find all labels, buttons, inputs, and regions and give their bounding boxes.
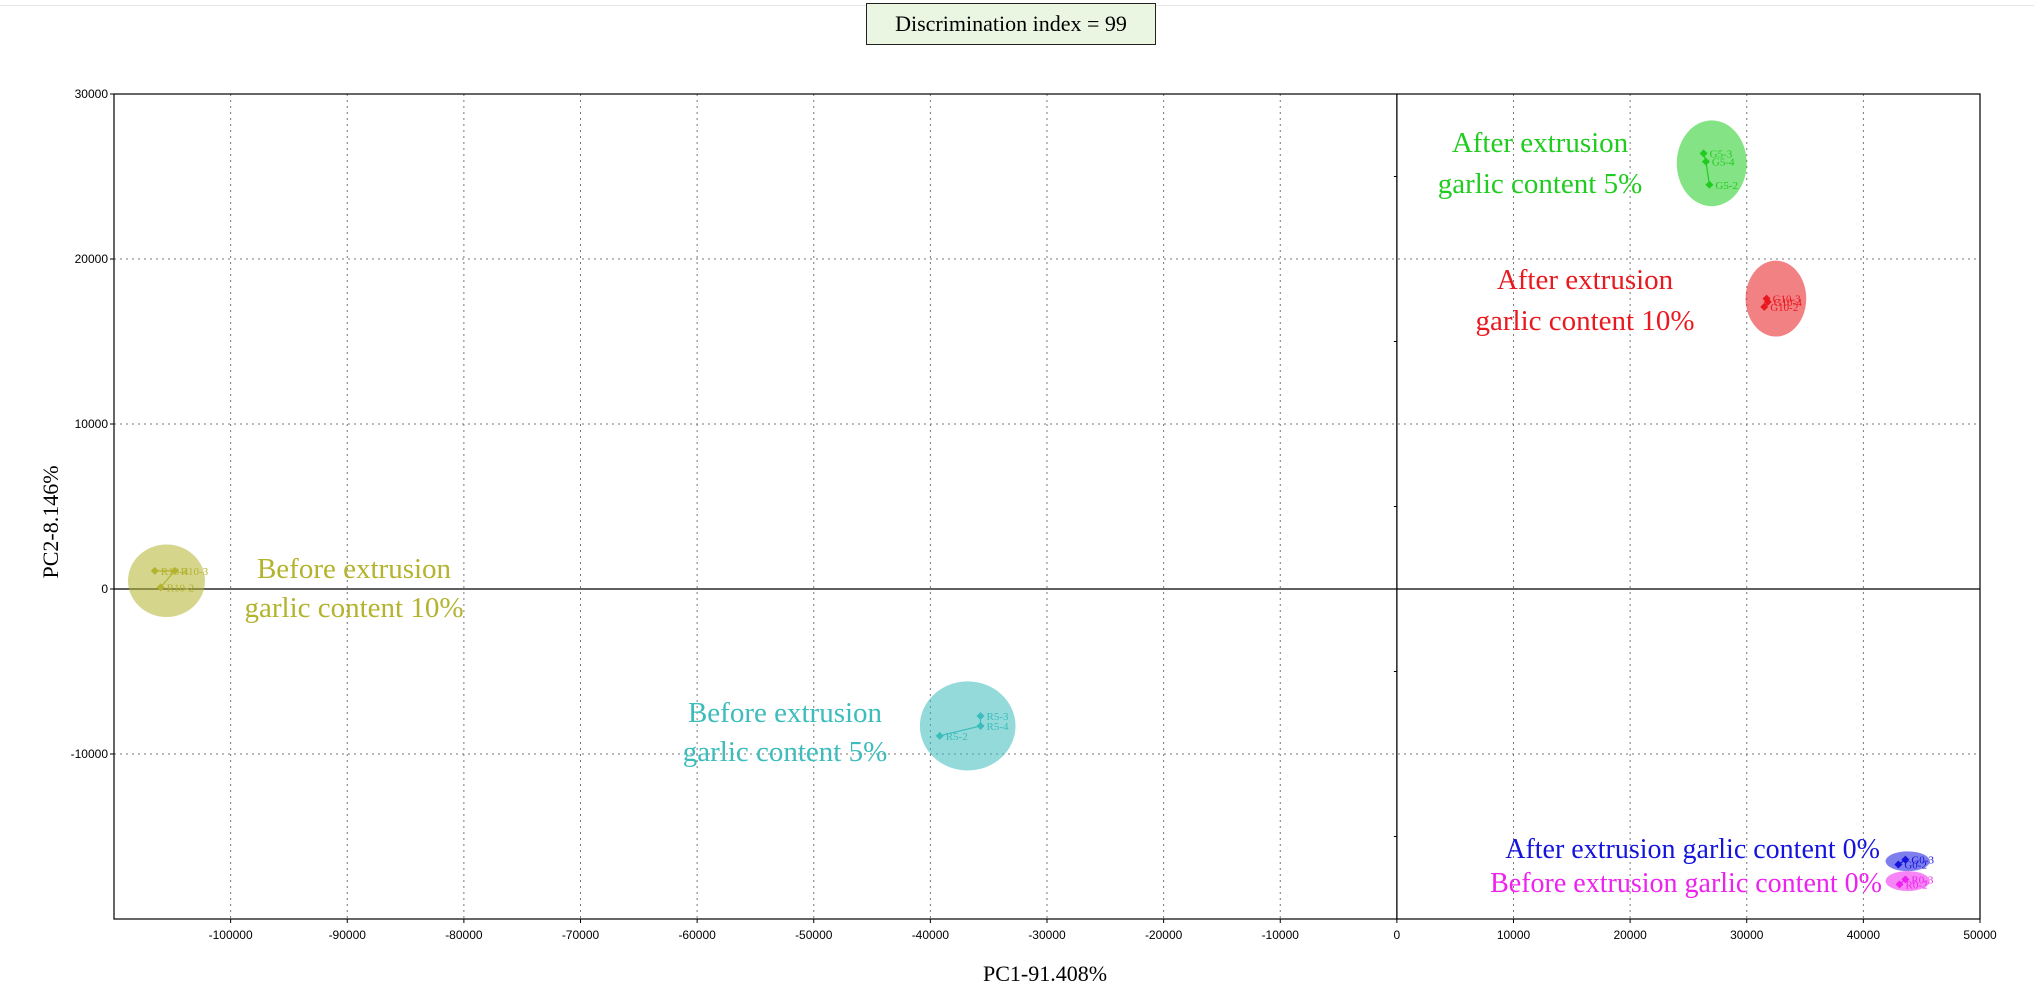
grid-layer: [114, 93, 1981, 919]
x-tick-label: 50000: [1963, 928, 1997, 942]
x-tick-label: -90000: [329, 928, 367, 942]
discrimination-index-label: Discrimination index = 99: [866, 3, 1156, 45]
y-tick-label: 10000: [75, 417, 109, 431]
point-label: R5-3: [987, 711, 1010, 723]
cluster-ellipse: [919, 681, 1016, 771]
point-label: R0-3: [1911, 874, 1934, 886]
data-point: [976, 712, 985, 721]
y-axis-title: PC2-8.146%: [38, 465, 63, 578]
data-point: [935, 731, 944, 740]
group-label-line: garlic content 10%: [1475, 305, 1694, 337]
axes-layer: [113, 93, 1981, 920]
group-label-line: garlic content 5%: [1438, 168, 1643, 200]
data-point: [976, 721, 985, 730]
point-label: G5-4: [1712, 157, 1735, 169]
ticks-layer: -100000 -90000 -80000 -70000 -60000 -50000 -40…: [71, 87, 1997, 942]
group-label-line: Before extrusion garlic content 0%: [1490, 868, 1882, 899]
group-label-line: garlic content 10%: [244, 592, 463, 624]
point-label: R0-2: [1906, 879, 1928, 891]
sample-group: R5-3R5-4 R5-2: [919, 681, 1016, 771]
data-point: [1699, 149, 1708, 158]
y-tick-label: 30000: [75, 87, 109, 101]
cluster-ellipse: [1745, 260, 1807, 337]
x-tick-label: -100000: [209, 928, 253, 942]
plot-frame: [113, 93, 1981, 920]
x-axis-title: PC1-91.408%: [983, 961, 1107, 982]
point-label: R5-2: [946, 731, 968, 743]
group-label-line: Before extrusion: [688, 697, 883, 729]
data-point: [1895, 880, 1904, 889]
point-label: G5-2: [1715, 180, 1738, 192]
x-tick-label: -10000: [1262, 928, 1300, 942]
data-point: [1760, 302, 1769, 311]
x-tick-label: 20000: [1613, 928, 1647, 942]
x-tick-label: 30000: [1730, 928, 1764, 942]
point-label: R10-2: [167, 582, 195, 594]
data-point: [1701, 157, 1710, 166]
data-point: [1901, 875, 1910, 884]
sample-group: G5-3G5-4 G5-2: [1676, 120, 1747, 207]
point-label: G5-3: [1710, 148, 1733, 160]
group-label-line: After extrusion garlic content 0%: [1505, 834, 1880, 865]
group-label-line: garlic content 5%: [683, 736, 888, 768]
x-tick-label: -50000: [795, 928, 833, 942]
cluster-ellipse: [1676, 120, 1747, 207]
x-tick-label: -30000: [1028, 928, 1066, 942]
y-tick-label: 0: [101, 582, 108, 596]
sample-group: R0-3R0-2: [1885, 871, 1934, 891]
sample-group: G0-3G0-2: [1885, 851, 1934, 872]
point-label: R5-4: [987, 721, 1010, 733]
y-tick-label: -10000: [71, 747, 109, 761]
data-point: [170, 566, 179, 575]
group-label-line: After extrusion: [1497, 264, 1674, 296]
point-label: R10-3: [181, 566, 209, 578]
data-point: [1763, 297, 1772, 306]
data-layer: G5-3G5-4G5-2G10-3G10-4G10-2R10-4R10-3R10…: [127, 120, 1934, 891]
data-point: [150, 566, 159, 575]
x-tick-label: -60000: [678, 928, 716, 942]
x-tick-label: -20000: [1145, 928, 1183, 942]
point-label: G10-4: [1774, 297, 1803, 309]
point-label: G10-2: [1770, 302, 1798, 314]
x-tick-label: -80000: [445, 928, 483, 942]
x-tick-label: -40000: [912, 928, 950, 942]
point-label: G0-3: [1911, 855, 1934, 867]
group-label-line: Before extrusion: [257, 553, 452, 585]
data-point: [156, 583, 165, 592]
group-labels-layer: After extrusion garlic content 5% After ex…: [244, 127, 1882, 899]
x-tick-label: 0: [1394, 928, 1401, 942]
x-tick-label: -70000: [562, 928, 600, 942]
data-point: [1901, 855, 1910, 864]
group-label-line: After extrusion: [1452, 127, 1629, 159]
data-point: [1705, 180, 1714, 189]
x-tick-label: 10000: [1497, 928, 1531, 942]
x-tick-label: 40000: [1847, 928, 1881, 942]
point-label: G0-2: [1904, 860, 1927, 872]
data-point: [1894, 860, 1903, 869]
y-tick-label: 20000: [75, 252, 109, 266]
point-label: G10-3: [1773, 294, 1802, 306]
